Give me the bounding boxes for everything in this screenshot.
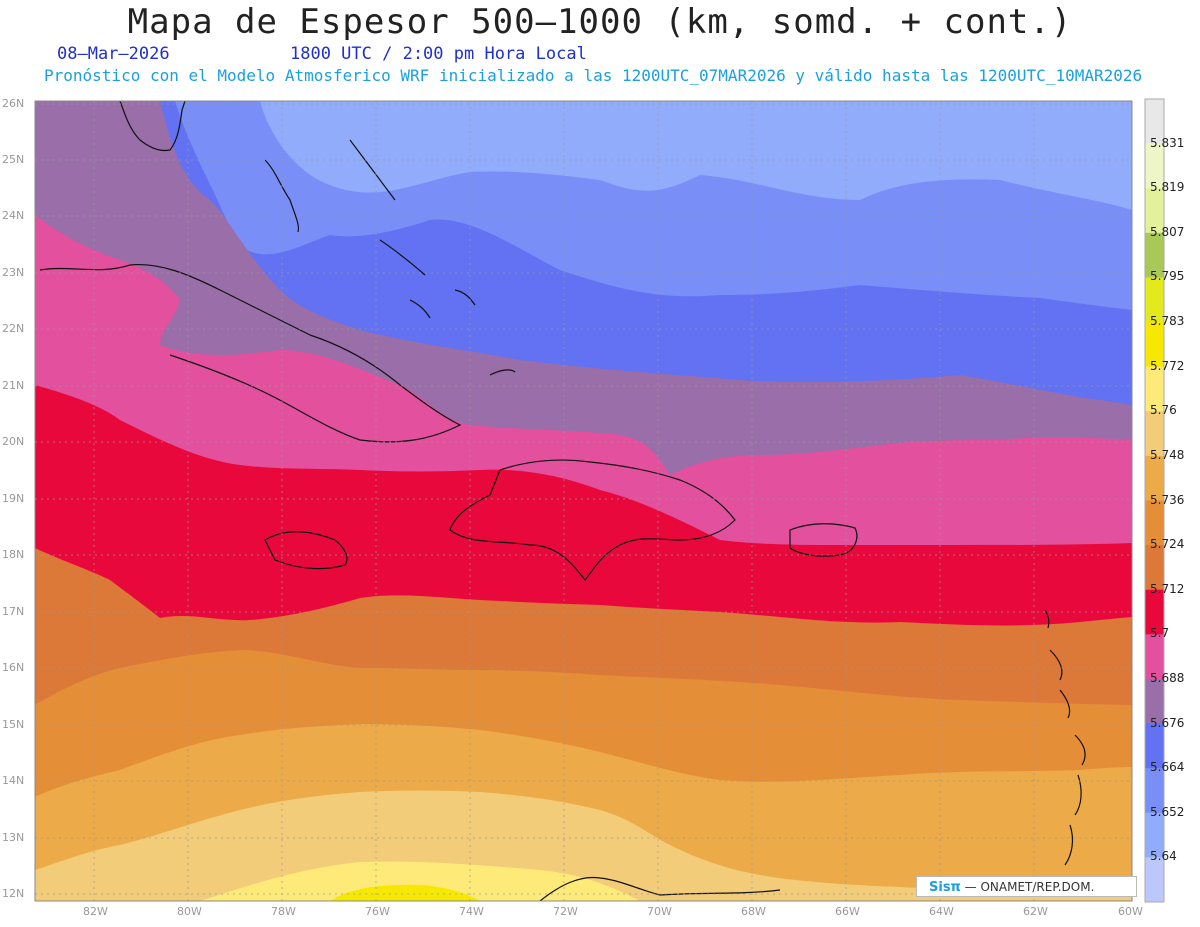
colorbar-swatch (1145, 188, 1164, 234)
colorbar-swatch (1145, 723, 1164, 769)
lon-label: 70W (647, 905, 672, 918)
colorbar-label: 5.831 (1150, 135, 1185, 150)
colorbar-swatch (1145, 366, 1164, 412)
credit-brand: Sisπ (929, 880, 961, 895)
map-title: Mapa de Espesor 500—1000 (km, somd. + co… (127, 2, 1073, 42)
colorbar-label: 5.795 (1150, 269, 1185, 284)
colorbar-frame (1144, 98, 1165, 903)
colorbar-label: 5.724 (1150, 537, 1185, 552)
colorbar-swatch (1145, 634, 1164, 680)
lat-label: 25N (2, 153, 25, 166)
map-frame (34, 100, 1133, 902)
colorbar-label: 5.807 (1150, 224, 1185, 239)
colorbar-label: 5.819 (1150, 180, 1185, 195)
lat-label: 12N (2, 887, 25, 900)
credit-box: Sisπ — ONAMET/REP.DOM. (916, 876, 1137, 897)
colorbar-swatch (1145, 232, 1164, 278)
contour-bands (35, 101, 1132, 901)
colorbar-swatch (1145, 143, 1164, 189)
colorbar-label: 5.783 (1150, 314, 1185, 329)
colorbar-label: 5.652 (1150, 804, 1185, 819)
colorbar-label: 5.736 (1150, 492, 1185, 507)
lat-label: 22N (2, 322, 25, 335)
colorbar-label: 5.772 (1150, 358, 1185, 373)
lon-label: 80W (177, 905, 202, 918)
colorbar-swatch (1145, 545, 1164, 591)
lat-label: 19N (2, 492, 25, 505)
lat-label: 15N (2, 718, 25, 731)
lon-label: 74W (459, 905, 484, 918)
lat-label: 16N (2, 661, 25, 674)
lat-label: 21N (2, 379, 25, 392)
lon-label: 82W (83, 905, 108, 918)
band-5772 (330, 884, 480, 901)
forecast-date: 08—Mar—2026 (57, 44, 170, 64)
lon-label: 78W (271, 905, 296, 918)
colorbar-swatch (1145, 277, 1164, 323)
colorbar-label: 5.712 (1150, 581, 1185, 596)
lon-label: 64W (929, 905, 954, 918)
lat-label: 23N (2, 266, 25, 279)
lat-label: 14N (2, 774, 25, 787)
lat-label: 20N (2, 435, 25, 448)
colorbar-label: 5.64 (1150, 849, 1177, 864)
lat-label: 17N (2, 605, 25, 618)
colorbar (1144, 98, 1165, 903)
colorbar-swatch (1145, 500, 1164, 546)
colorbar-swatch (1145, 678, 1164, 725)
lon-label: 66W (835, 905, 860, 918)
colorbar-label: 5.7 (1150, 626, 1170, 641)
lat-label: 18N (2, 548, 25, 561)
colorbar-label: 5.664 (1150, 760, 1185, 775)
coastlines (39, 101, 1086, 901)
colorbar-swatch (1145, 812, 1164, 858)
lat-label: 13N (2, 831, 25, 844)
credit-text: — ONAMET/REP.DOM. (964, 880, 1095, 894)
lon-label: 72W (553, 905, 578, 918)
lat-label: 26N (2, 97, 25, 110)
model-subtitle: Pronóstico con el Modelo Atmosferico WRF… (44, 66, 1143, 85)
lon-label: 68W (741, 905, 766, 918)
lon-label: 60W (1118, 905, 1143, 918)
graticule (35, 101, 1132, 901)
lon-label: 62W (1023, 905, 1048, 918)
colorbar-swatch (1145, 411, 1164, 457)
colorbar-swatch (1145, 857, 1164, 903)
colorbar-swatch (1145, 768, 1164, 814)
colorbar-swatch (1145, 589, 1164, 635)
colorbar-label: 5.688 (1150, 670, 1185, 685)
band-5760 (200, 861, 640, 901)
colorbar-swatch (1145, 455, 1164, 501)
colorbar-swatch (1145, 322, 1164, 368)
forecast-time: 1800 UTC / 2:00 pm Hora Local (290, 44, 587, 64)
colorbar-swatch (1145, 99, 1164, 145)
colorbar-label: 5.748 (1150, 447, 1185, 462)
colorbar-label: 5.76 (1150, 403, 1177, 418)
lat-label: 24N (2, 209, 25, 222)
lon-label: 76W (365, 905, 390, 918)
colorbar-label: 5.676 (1150, 715, 1185, 730)
